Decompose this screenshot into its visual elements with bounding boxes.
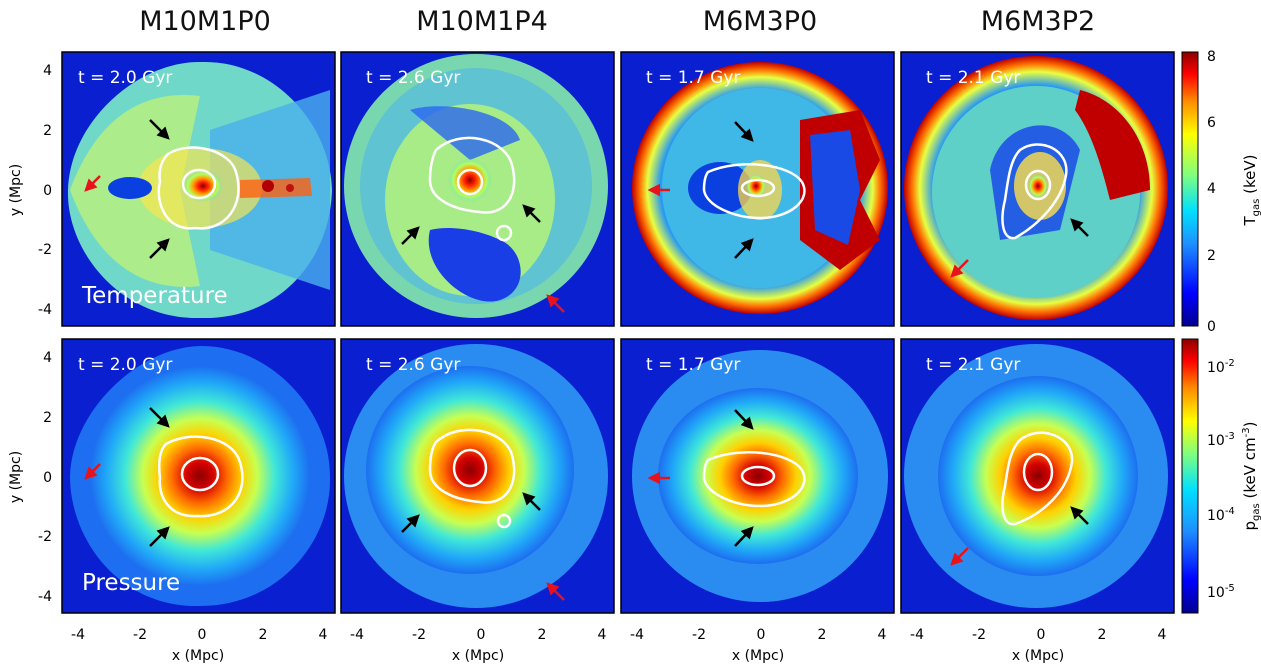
x-tick: 0 (1037, 627, 1046, 643)
time-label: t = 2.6 Gyr (366, 355, 460, 375)
x-tick: 4 (319, 627, 328, 643)
time-label: t = 2.0 Gyr (78, 355, 172, 375)
y-tick: 4 (43, 350, 52, 366)
y-axis-label: y (Mpc) (8, 164, 24, 216)
y-tick: -4 (38, 302, 52, 318)
panel-column-title: M10M1P0 (139, 6, 271, 37)
time-label: t = 1.7 Gyr (646, 68, 740, 88)
x-tick: -4 (71, 627, 85, 643)
temperature-colorbar-label: Tgas (keV) (1241, 155, 1261, 227)
x-tick: -4 (910, 627, 924, 643)
pressure-colorbar-ticks: 10-2 10-3 10-4 10-5 (1207, 358, 1235, 601)
x-tick: 2 (538, 627, 547, 643)
temperature-panel-m10m1p4 (341, 52, 614, 326)
time-label: t = 2.6 Gyr (366, 68, 460, 88)
x-tick: 2 (818, 627, 827, 643)
x-axis-label: x (Mpc) (172, 648, 224, 664)
y-tick: 0 (43, 470, 52, 486)
y-tick: 0 (43, 183, 52, 199)
temperature-colorbar-tick: 0 (1207, 319, 1216, 335)
x-tick: 4 (598, 627, 607, 643)
svg-text:10-3: 10-3 (1207, 431, 1235, 449)
svg-text:10-2: 10-2 (1207, 358, 1235, 376)
pressure-panel-m10m1p4 (341, 339, 614, 613)
temperature-colorbar-tick: 8 (1207, 49, 1216, 65)
svg-text:10-4: 10-4 (1207, 506, 1235, 524)
x-axis-label: x (Mpc) (732, 648, 784, 664)
x-axis-label: x (Mpc) (452, 648, 504, 664)
x-tick: 2 (1098, 627, 1107, 643)
x-tick: -4 (630, 627, 644, 643)
time-label: t = 2.1 Gyr (926, 355, 1020, 375)
x-tick: -2 (412, 627, 426, 643)
time-label: t = 2.1 Gyr (926, 68, 1020, 88)
temperature-colorbar-tick: 4 (1207, 181, 1216, 197)
y-axis-label: y (Mpc) (8, 451, 24, 503)
x-tick: 0 (477, 627, 486, 643)
pressure-panel-m6m3p2 (901, 339, 1174, 613)
y-tick: -2 (38, 529, 52, 545)
x-tick: 4 (1158, 627, 1167, 643)
time-label: t = 1.7 Gyr (646, 355, 740, 375)
x-tick: -2 (692, 627, 706, 643)
x-tick: 4 (878, 627, 887, 643)
panel-frames (61, 51, 1175, 614)
row-label-temperature: Temperature (81, 283, 228, 309)
y-tick: 2 (43, 410, 52, 426)
temperature-colorbar (1181, 51, 1199, 327)
pressure-panel-m10m1p0 (62, 339, 335, 613)
temperature-panel-m6m3p0 (621, 52, 894, 326)
pressure-colorbar-label: pgas (keV cm-3) (1241, 422, 1261, 531)
x-tick: -2 (133, 627, 147, 643)
x-axis-label: x (Mpc) (1012, 648, 1064, 664)
pressure-colorbar (1181, 338, 1199, 614)
pressure-panel-m6m3p0 (621, 339, 894, 613)
panel-column-title: M6M3P0 (702, 6, 818, 37)
y-tick: 4 (43, 63, 52, 79)
y-tick: -4 (38, 589, 52, 605)
row-label-pressure: Pressure (82, 570, 180, 596)
panel-column-title: M6M3P2 (980, 6, 1096, 37)
panel-column-title: M10M1P4 (416, 6, 548, 37)
shock-arrows (84, 119, 1089, 601)
y-tick: 2 (43, 123, 52, 139)
x-tick: 0 (757, 627, 766, 643)
x-tick: 0 (198, 627, 207, 643)
temperature-colorbar-tick: 2 (1207, 248, 1216, 264)
x-tick: -2 (972, 627, 986, 643)
svg-text:10-5: 10-5 (1207, 583, 1235, 601)
time-label: t = 2.0 Gyr (78, 68, 172, 88)
temperature-colorbar-tick: 6 (1207, 115, 1216, 131)
x-tick: -4 (350, 627, 364, 643)
y-tick: -2 (38, 242, 52, 258)
temperature-panel-m6m3p2 (901, 52, 1174, 326)
x-tick: 2 (259, 627, 268, 643)
